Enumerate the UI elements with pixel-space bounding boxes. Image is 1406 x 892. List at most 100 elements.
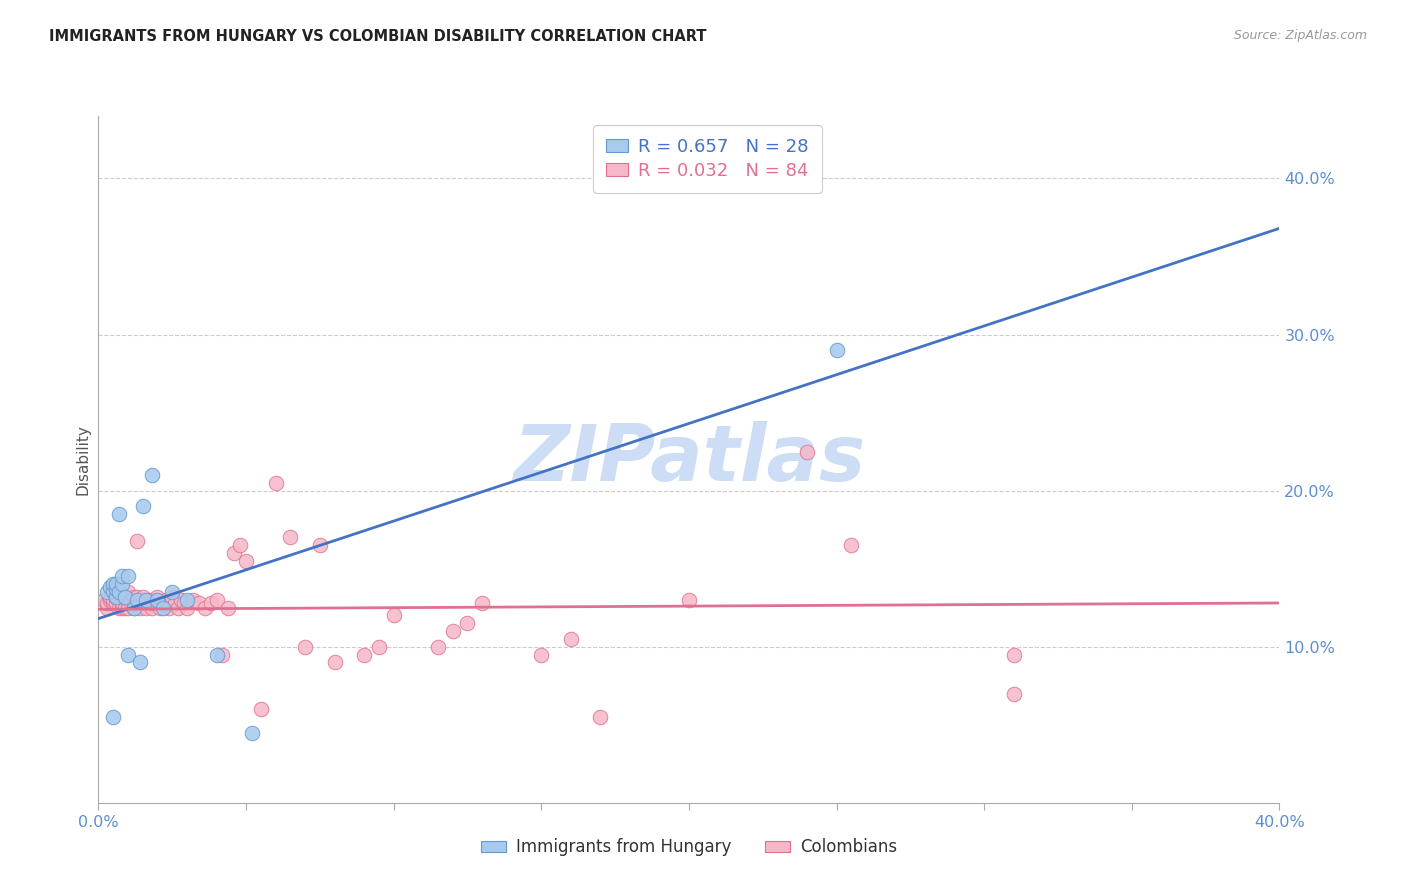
Point (98, 581, 121, 595)
Point (235, 554, 257, 568)
Point (825, 343, 848, 358)
Point (108, 585, 131, 599)
Point (105, 577, 128, 591)
Point (138, 592, 160, 607)
Point (108, 585, 131, 599)
Point (170, 592, 193, 607)
Point (96, 600, 118, 615)
Point (108, 592, 131, 607)
Point (157, 600, 180, 615)
Point (152, 600, 174, 615)
Text: Source: ZipAtlas.com: Source: ZipAtlas.com (1233, 29, 1367, 42)
Point (120, 596, 142, 610)
Point (111, 596, 134, 610)
Point (240, 725, 263, 739)
Point (211, 648, 233, 662)
Point (103, 585, 125, 599)
Point (589, 710, 612, 724)
Point (114, 592, 136, 607)
Point (141, 596, 163, 610)
Point (128, 600, 150, 615)
Point (138, 596, 160, 610)
Point (120, 592, 142, 607)
Point (1002, 687, 1025, 701)
Point (125, 592, 148, 607)
Point (1002, 648, 1025, 662)
Point (162, 590, 183, 604)
Point (128, 592, 150, 607)
Point (125, 590, 148, 604)
Point (155, 592, 177, 607)
Point (173, 596, 195, 610)
Point (96, 596, 118, 610)
Point (353, 648, 375, 662)
Point (132, 500, 155, 514)
Point (117, 585, 139, 599)
Point (111, 600, 134, 615)
Point (111, 569, 134, 583)
Point (294, 640, 316, 654)
Point (117, 648, 139, 662)
Point (135, 592, 157, 607)
Point (114, 590, 136, 604)
Point (165, 596, 187, 610)
Point (530, 648, 553, 662)
Point (205, 592, 228, 607)
Point (132, 592, 155, 607)
Point (114, 590, 136, 604)
Point (117, 596, 139, 610)
Point (122, 590, 145, 604)
Point (224, 546, 246, 560)
Point (108, 507, 131, 521)
Point (143, 592, 166, 607)
Point (456, 616, 478, 631)
Point (181, 592, 204, 607)
Point (841, 538, 863, 552)
Point (141, 468, 163, 483)
Text: ZIPatlas: ZIPatlas (513, 421, 865, 498)
Point (441, 624, 464, 639)
Point (125, 533, 148, 548)
Point (122, 596, 145, 610)
Point (323, 655, 346, 669)
Point (217, 600, 239, 615)
Point (122, 600, 145, 615)
Legend: Immigrants from Hungary, Colombians: Immigrants from Hungary, Colombians (474, 832, 904, 863)
Point (122, 600, 145, 615)
Point (93, 592, 115, 607)
Point (187, 596, 209, 610)
Point (250, 702, 273, 716)
Point (103, 710, 125, 724)
Point (176, 592, 198, 607)
Point (560, 632, 582, 646)
Point (135, 600, 157, 615)
Point (103, 592, 125, 607)
Point (167, 600, 190, 615)
Point (105, 577, 128, 591)
Point (678, 592, 700, 607)
Point (278, 530, 302, 544)
Point (132, 590, 155, 604)
Point (264, 475, 287, 490)
Point (309, 538, 332, 552)
Y-axis label: Disability: Disability (75, 424, 90, 495)
Point (427, 640, 450, 654)
Point (117, 600, 139, 615)
Point (128, 655, 150, 669)
Point (98, 592, 121, 607)
Point (132, 596, 155, 610)
Point (152, 596, 174, 610)
Point (103, 577, 125, 591)
Point (471, 596, 494, 610)
Point (205, 648, 228, 662)
Point (796, 444, 818, 458)
Point (382, 608, 405, 623)
Text: IMMIGRANTS FROM HUNGARY VS COLOMBIAN DISABILITY CORRELATION CHART: IMMIGRANTS FROM HUNGARY VS COLOMBIAN DIS… (49, 29, 707, 44)
Point (149, 600, 172, 615)
Point (200, 596, 222, 610)
Point (103, 596, 125, 610)
Point (146, 592, 169, 607)
Point (162, 585, 183, 599)
Point (194, 600, 217, 615)
Point (146, 590, 169, 604)
